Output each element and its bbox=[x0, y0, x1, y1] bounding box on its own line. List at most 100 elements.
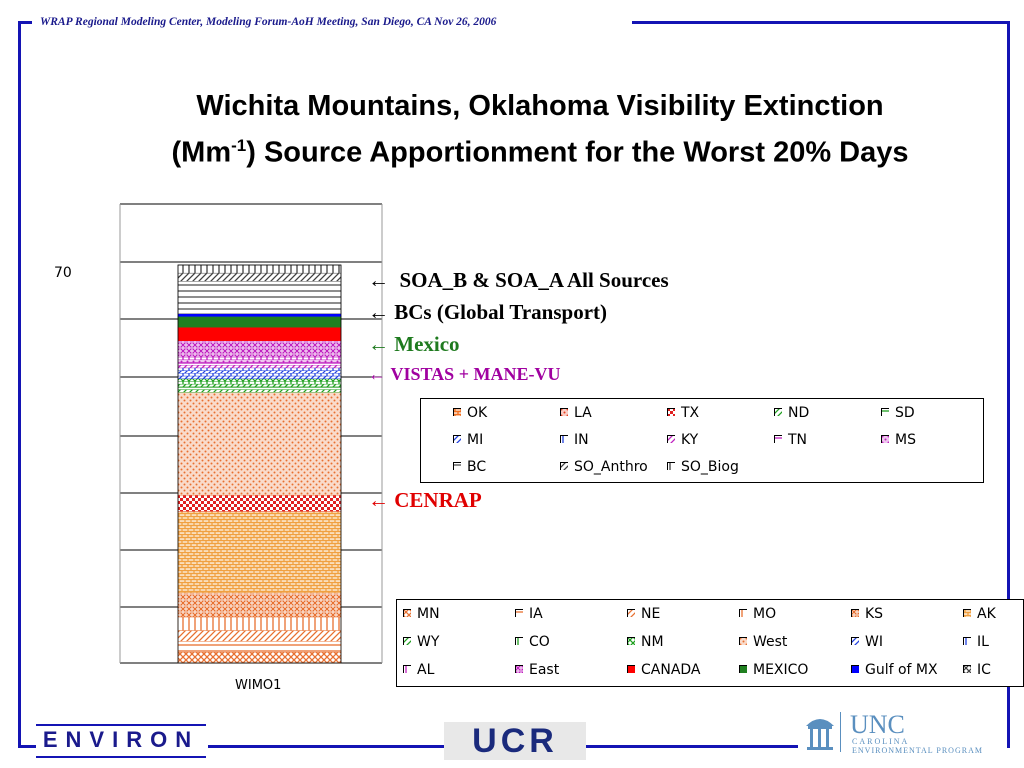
legend-swatch bbox=[774, 435, 782, 443]
legend-label: OK bbox=[467, 405, 488, 421]
legend-swatch bbox=[739, 665, 747, 673]
title-line-1: Wichita Mountains, Oklahoma Visibility E… bbox=[196, 90, 884, 122]
bar-segment-sd bbox=[177, 386, 342, 390]
legend-label: MN bbox=[417, 606, 440, 622]
annotation-bcs-text: BCs (Global Transport) bbox=[394, 300, 607, 324]
legend-bottom: MN IA NE MO KS AK WY CO NM West WI IL AL East CANADA ME… bbox=[396, 599, 1024, 687]
bar-segment-ky bbox=[177, 364, 342, 369]
meeting-header: WRAP Regional Modeling Center, Modeling … bbox=[40, 16, 497, 28]
bar-segment-il bbox=[177, 367, 342, 371]
legend-swatch bbox=[560, 435, 568, 443]
annotation-mexico: ← Mexico bbox=[368, 332, 460, 357]
frame-left bbox=[18, 21, 21, 748]
bar-segment-mexico bbox=[177, 316, 342, 328]
annotation-mexico-text: Mexico bbox=[394, 332, 460, 356]
legend-swatch bbox=[453, 408, 461, 416]
unc-logo: UNC CAROLINA ENVIRONMENTAL PROGRAM bbox=[800, 710, 1008, 755]
legend-label: CO bbox=[529, 634, 550, 650]
bar-segment-nd bbox=[177, 389, 342, 393]
bar-segment-nm bbox=[177, 378, 342, 382]
legend-swatch bbox=[627, 637, 635, 645]
legend-label: KY bbox=[681, 432, 699, 448]
title-line-2-post: ) Source Apportionment for the Worst 20%… bbox=[246, 136, 909, 169]
legend-swatch bbox=[627, 665, 635, 673]
bar-segment-ks bbox=[177, 592, 342, 618]
legend-label: NE bbox=[641, 606, 661, 622]
legend-swatch bbox=[515, 665, 523, 673]
bar-segment-tn bbox=[177, 362, 342, 366]
frame-bottom-2 bbox=[208, 745, 444, 748]
x-category-label: WIMO1 bbox=[235, 678, 282, 693]
arrow-icon: ← bbox=[368, 488, 389, 512]
legend-label: TX bbox=[681, 405, 700, 421]
bar-segment-wy bbox=[177, 383, 342, 388]
legend-label: CANADA bbox=[641, 662, 701, 678]
frame-bottom-3 bbox=[586, 745, 798, 748]
frame-top-left bbox=[18, 21, 32, 24]
frame-top-right bbox=[632, 21, 1010, 24]
ucr-logo: UCR bbox=[444, 722, 586, 760]
legend-label: IL bbox=[977, 634, 989, 650]
y-tick-label-70: 70 bbox=[54, 265, 72, 281]
legend-swatch bbox=[667, 408, 675, 416]
annotation-bcs: ← BCs (Global Transport) bbox=[368, 300, 607, 325]
bar-segment-so-anthro bbox=[177, 272, 342, 282]
bar-segment-ms bbox=[177, 359, 342, 363]
legend-top: OK LA TX ND SD MI IN KY TN MS BC SO_Anthro SO_Biog bbox=[420, 398, 984, 483]
legend-label: AK bbox=[977, 606, 996, 622]
legend-label: SO_Anthro bbox=[574, 459, 648, 475]
old-well-icon bbox=[806, 719, 834, 750]
legend-label: MS bbox=[895, 432, 916, 448]
legend-label: ND bbox=[788, 405, 810, 421]
legend-swatch bbox=[515, 609, 523, 617]
legend-label: SO_Biog bbox=[681, 459, 739, 475]
unc-sub1-text: CAROLINA bbox=[852, 737, 910, 746]
bar-segment-so-biog bbox=[177, 264, 342, 274]
legend-swatch bbox=[774, 408, 782, 416]
bar-segment-al bbox=[177, 356, 342, 360]
bar-segment-mi bbox=[177, 375, 342, 379]
unc-logo-text: UNC bbox=[850, 710, 905, 739]
bar-segment-canada bbox=[177, 327, 342, 342]
legend-swatch bbox=[739, 637, 747, 645]
legend-label: MEXICO bbox=[753, 662, 809, 678]
arrow-icon: ← bbox=[368, 332, 389, 356]
bar-segment-mn bbox=[177, 651, 342, 664]
legend-label: TN bbox=[788, 432, 808, 448]
unc-divider bbox=[840, 712, 841, 752]
annotation-cenrap: ← CENRAP bbox=[368, 488, 482, 513]
legend-label: Gulf of MX bbox=[865, 662, 938, 678]
bar-segment-tx bbox=[177, 494, 342, 512]
legend-label: WY bbox=[417, 634, 440, 650]
ucr-logo-text: UCR bbox=[472, 722, 558, 760]
legend-label: AL bbox=[417, 662, 435, 678]
legend-swatch bbox=[881, 435, 889, 443]
legend-label: West bbox=[753, 634, 788, 650]
legend-swatch bbox=[403, 637, 411, 645]
legend-swatch bbox=[560, 462, 568, 470]
legend-swatch bbox=[403, 665, 411, 673]
annotation-soa-text: SOA_B & SOA_A All Sources bbox=[399, 268, 669, 292]
legend-swatch bbox=[667, 462, 675, 470]
annotation-cenrap-text: CENRAP bbox=[394, 488, 482, 512]
bar-segment-west bbox=[177, 392, 342, 496]
legend-label: NM bbox=[641, 634, 664, 650]
arrow-icon: ← bbox=[368, 268, 389, 292]
bar-segment-ak bbox=[177, 511, 342, 593]
legend-swatch bbox=[453, 462, 461, 470]
environ-logo-text: ENVIRON bbox=[42, 727, 200, 752]
bar-segment-in bbox=[177, 373, 342, 377]
legend-swatch bbox=[403, 609, 411, 617]
bar-segment-bc bbox=[177, 281, 342, 314]
legend-label: IA bbox=[529, 606, 543, 622]
bar-segment-east bbox=[177, 340, 342, 358]
legend-swatch bbox=[627, 609, 635, 617]
legend-swatch bbox=[560, 408, 568, 416]
bar-segment-ia bbox=[177, 641, 342, 653]
bar-segment-ne bbox=[177, 630, 342, 642]
legend-swatch bbox=[851, 637, 859, 645]
bar-segment-gulf-of-mx bbox=[177, 313, 342, 317]
legend-swatch bbox=[963, 637, 971, 645]
legend-swatch bbox=[851, 665, 859, 673]
